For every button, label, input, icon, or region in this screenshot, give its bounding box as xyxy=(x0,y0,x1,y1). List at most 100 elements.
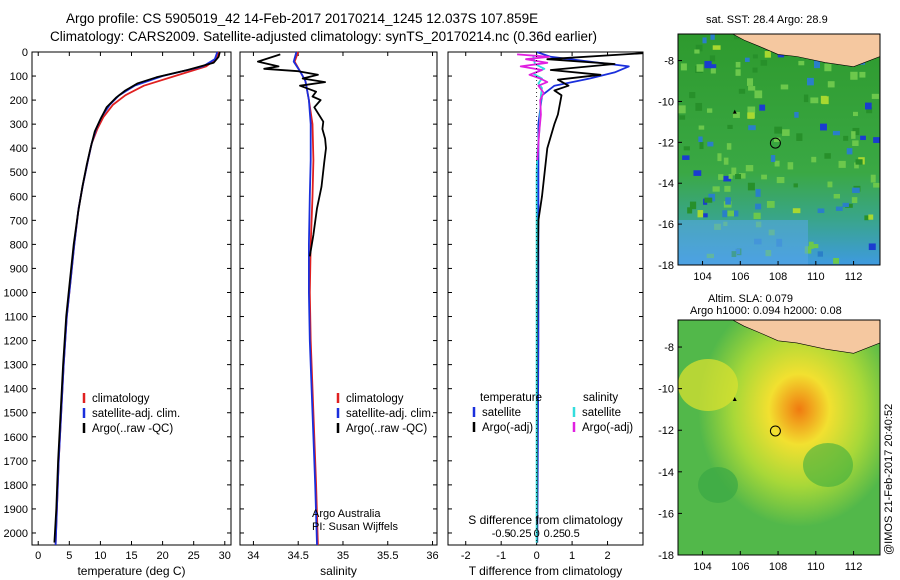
y-tick-label: 1600 xyxy=(4,432,28,444)
sst-pixel xyxy=(814,60,821,69)
argo-position-marker xyxy=(769,137,781,149)
y-tick-label: 1400 xyxy=(4,384,28,396)
sst-pixel xyxy=(845,203,853,208)
sst-pixel xyxy=(852,187,860,194)
sst-pixel xyxy=(699,142,704,150)
legend-label: Argo(..raw -QC) xyxy=(92,423,173,435)
series-line-argo-raw-qc- xyxy=(53,51,221,543)
top-x-tick-label: 0.5 xyxy=(564,528,579,540)
sst-pixel xyxy=(704,197,713,203)
sla-map: 104 106 108 110 112 -8 -10 -12 -14 -16 -18 xyxy=(658,319,881,573)
sst-pixel xyxy=(717,153,722,162)
sst-pixel xyxy=(796,133,803,141)
sst-pixel xyxy=(842,202,849,208)
sst-pixel xyxy=(724,185,731,192)
sst-pixel xyxy=(817,251,823,257)
argo-position-marker xyxy=(769,425,781,437)
legend-label: climatology xyxy=(92,393,150,405)
sst-pixel xyxy=(803,94,809,103)
sst-pixel xyxy=(709,64,717,69)
sst-pixel xyxy=(811,244,819,249)
island-marker xyxy=(732,397,737,402)
legend-label: satellite xyxy=(582,407,621,419)
sst-pixel xyxy=(852,111,858,117)
series-line-temperature-argo-adj- xyxy=(536,52,644,543)
map-x-tick-label: 112 xyxy=(845,561,863,573)
sst-pixel xyxy=(870,174,876,183)
sst-pixel xyxy=(747,106,756,114)
sst-map-title: sat. SST: 28.4 Argo: 28.9 xyxy=(706,14,828,26)
map-y-tick-label: -12 xyxy=(658,425,674,437)
plot-frame xyxy=(239,51,438,546)
legend-label: satellite xyxy=(482,407,521,419)
sst-pixel xyxy=(838,160,846,168)
top-x-tick-label: 0.25 xyxy=(544,528,565,540)
x-tick-label: 1 xyxy=(569,550,575,562)
panel-temperature: 0 5 10 15 20 25 300100200300400500600700800900… xyxy=(4,47,232,578)
sst-pixel xyxy=(747,182,755,191)
sst-pixel xyxy=(755,203,762,210)
x-tick-label: 30 xyxy=(219,550,231,562)
sst-pixel xyxy=(766,200,775,208)
sst-pixel xyxy=(850,71,858,80)
sst-pixel xyxy=(855,159,863,165)
y-tick-label: 800 xyxy=(10,239,28,251)
sst-pixel xyxy=(827,181,833,188)
sst-pixel xyxy=(827,81,835,88)
y-tick-label: 400 xyxy=(10,143,28,155)
sst-pixel xyxy=(734,210,739,217)
sst-pixel xyxy=(810,97,819,104)
sst-pixel xyxy=(712,45,721,50)
panel-difference: -2 -1 0 1 2 T difference from climatology -0.5… xyxy=(447,51,644,578)
map-frame xyxy=(677,33,881,266)
sst-pixel xyxy=(696,64,704,72)
x-tick-label: 10 xyxy=(94,550,106,562)
sst-pixel xyxy=(746,78,754,86)
map-y-tick-label: -8 xyxy=(664,342,674,354)
sst-map: 104 106 108 110 112 -8 -10 -12 -14 -16 -18 xyxy=(658,33,881,283)
map-y-tick-label: -12 xyxy=(658,137,674,149)
sst-pixel xyxy=(852,127,860,136)
sst-pixel xyxy=(744,57,750,62)
plot-frame xyxy=(31,51,232,546)
y-tick-label: 1200 xyxy=(4,336,28,348)
sla-blob xyxy=(678,359,738,411)
sst-pixel xyxy=(689,201,697,210)
y-tick-label: 2000 xyxy=(4,528,28,540)
y-tick-label: 900 xyxy=(10,263,28,275)
y-tick-label: 600 xyxy=(10,191,28,203)
x-tick-label: 0 xyxy=(35,550,41,562)
sst-pixel xyxy=(735,69,741,76)
y-tick-label: 1900 xyxy=(4,504,28,516)
map-x-tick-label: 110 xyxy=(807,271,825,283)
plot-frame xyxy=(447,51,644,546)
map-x-tick-label: 112 xyxy=(845,271,863,283)
sst-pixel xyxy=(817,208,825,214)
sst-pixel xyxy=(798,60,805,66)
x-tick-label: -2 xyxy=(461,550,471,562)
map-x-tick-label: 106 xyxy=(731,271,749,283)
top-x-axis-label: S difference from climatology xyxy=(468,513,623,527)
map-y-tick-label: -18 xyxy=(658,550,674,562)
map-y-tick-label: -8 xyxy=(664,56,674,68)
map-x-tick-label: 106 xyxy=(731,561,749,573)
sst-pixel xyxy=(865,102,872,110)
sst-pixel xyxy=(679,115,686,120)
y-tick-label: 300 xyxy=(10,119,28,131)
sst-pixel xyxy=(866,107,873,114)
sst-pixel xyxy=(698,136,703,143)
sst-pixel xyxy=(694,49,700,54)
map-x-tick-label: 108 xyxy=(769,561,787,573)
map-y-tick-label: -10 xyxy=(658,96,674,108)
legend-label: Argo(-adj) xyxy=(482,422,533,434)
sst-pixel xyxy=(708,193,716,202)
sst-pixel xyxy=(832,130,840,136)
x-tick-label: 34.5 xyxy=(287,550,308,562)
legend-label: climatology xyxy=(346,393,404,405)
map-x-tick-label: 104 xyxy=(693,561,711,573)
sst-pixel xyxy=(851,131,856,139)
sst-pixel xyxy=(770,155,776,162)
x-tick-label: 35.5 xyxy=(377,550,398,562)
sst-pixel xyxy=(760,59,768,66)
